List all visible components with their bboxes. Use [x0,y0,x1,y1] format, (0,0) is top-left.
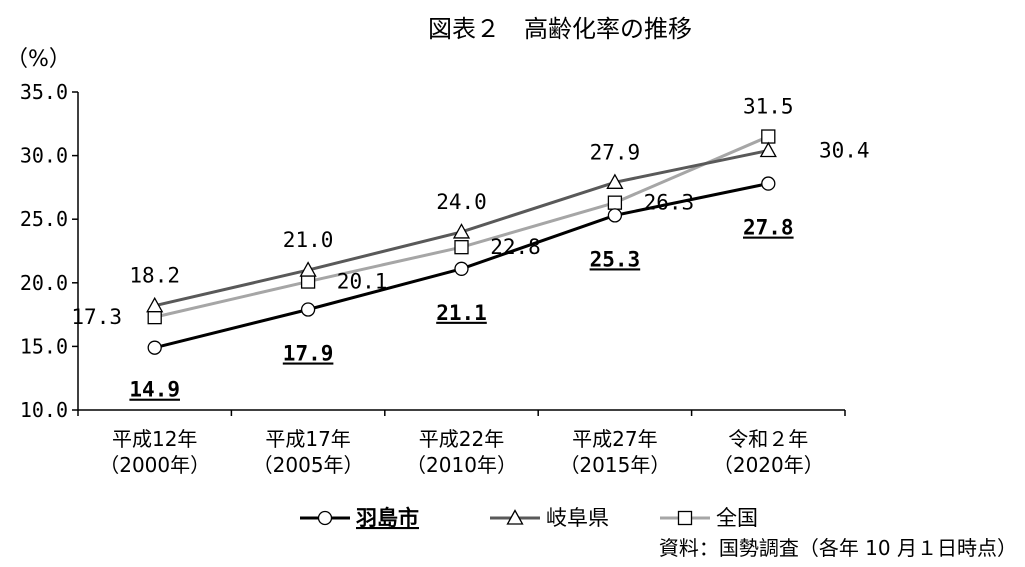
legend-marker [677,510,693,526]
data-label: 17.9 [283,342,334,366]
data-label: 30.4 [819,139,870,163]
y-tick-label: 30.0 [20,144,68,168]
data-point [300,302,316,317]
data-point [452,223,471,239]
x-tick-label: （2010年） [406,453,517,477]
source-note: 資料：国勢調査（各年 10 月１日時点） [658,536,1017,560]
data-point [454,261,469,276]
data-label: 25.3 [590,247,641,271]
y-tick-label: 25.0 [20,207,68,231]
y-tick-label: 10.0 [20,398,68,422]
data-label: 27.9 [590,140,641,164]
legend-marker [506,509,524,525]
x-tick-label: （2005年） [253,453,364,477]
chart-title: 図表２ 高齢化率の推移 [428,15,692,43]
data-point [761,129,776,144]
data-label: 21.1 [436,301,487,325]
x-tick-label: 平成12年 [112,427,197,451]
x-tick-label: 平成27年 [572,427,657,451]
y-tick-label: 20.0 [20,271,68,295]
data-point [146,296,164,313]
x-tick-label: 令和２年 [728,427,808,451]
data-point [299,261,317,277]
data-point [300,274,316,289]
x-tick-label: 平成22年 [419,427,504,451]
legend: 羽島市 岐阜県 全国 [300,506,758,530]
y-axis-unit-label: （%） [6,47,71,72]
data-point [759,141,777,158]
data-label: 22.8 [490,235,541,259]
data-point [607,195,623,210]
data-label: 17.3 [71,305,122,329]
series-markers [146,129,777,355]
data-label: 21.0 [283,228,334,252]
axes: 10.0 15.0 20.0 25.0 30.0 35.0 平成12年（2000年） 平成17… [20,80,846,477]
data-label: 26.3 [644,191,695,215]
data-point [761,176,776,191]
data-label: 14.9 [129,378,180,402]
data-point [454,240,469,255]
data-point [147,309,162,325]
x-tick-label: 平成17年 [265,427,350,451]
data-point [606,173,624,189]
x-tick-label: （2020年） [713,453,824,477]
data-label: 27.8 [743,216,794,240]
data-point [147,340,162,355]
data-label: 24.0 [436,190,487,214]
data-labels: 14.9 17.9 21.1 25.3 27.8 18.2 21.0 24.0 27.9 30.4… [71,95,869,402]
legend-label: 羽島市 [356,506,419,530]
y-tick-label: 15.0 [20,334,68,358]
x-tick-label: （2000年） [99,453,210,477]
legend-label: 岐阜県 [546,506,609,530]
y-tick-label: 35.0 [20,80,68,104]
legend-marker [317,510,333,526]
data-label: 18.2 [129,264,180,288]
data-label: 20.1 [337,270,388,294]
data-label: 31.5 [743,95,794,119]
legend-label: 全国 [716,506,758,530]
data-point [607,208,623,223]
x-tick-label: （2015年） [559,453,670,477]
